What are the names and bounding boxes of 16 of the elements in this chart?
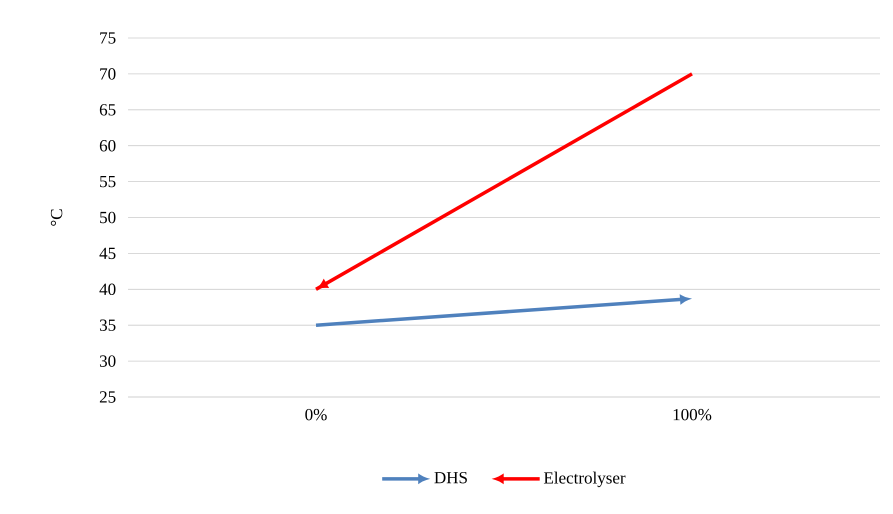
y-tick-label: 30 — [100, 355, 116, 367]
y-tick-label: 50 — [100, 212, 116, 224]
y-tick-label: 70 — [100, 68, 116, 80]
legend-label: Electrolyser — [544, 472, 626, 488]
y-tick-label: 75 — [100, 32, 116, 44]
y-tick-label: 55 — [100, 176, 116, 188]
y-tick-label: 45 — [99, 248, 116, 260]
y-tick-label: 65 — [100, 104, 116, 116]
y-tick-label: 60 — [100, 140, 116, 152]
y-axis-title: °C — [50, 209, 62, 226]
legend-label: DHS — [434, 472, 467, 484]
x-tick-label: 0% — [305, 408, 327, 420]
y-tick-label: 40 — [99, 284, 116, 296]
x-tick-label: 100% — [674, 408, 712, 420]
y-tick-label: 35 — [100, 319, 116, 331]
y-tick-label: 25 — [100, 391, 116, 403]
